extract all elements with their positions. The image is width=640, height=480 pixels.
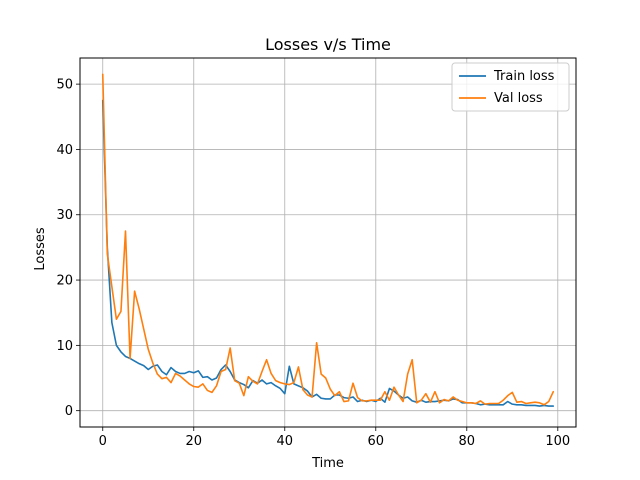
y-tick-label: 20 xyxy=(56,274,73,289)
legend-label-train-loss: Train loss xyxy=(493,69,555,84)
grid xyxy=(80,58,576,427)
y-tick-label: 40 xyxy=(56,143,73,158)
plot-frame xyxy=(79,57,577,428)
y-tick-label: 50 xyxy=(56,78,73,93)
legend: Train loss Val loss xyxy=(451,62,570,112)
y-axis-label: Losses xyxy=(33,227,48,271)
chart-title: Losses v/s Time xyxy=(265,35,391,54)
series-line-val-loss xyxy=(101,73,555,406)
x-tick-label: 100 xyxy=(545,434,570,449)
x-tick-label: 40 xyxy=(276,434,293,449)
y-tick-label: 30 xyxy=(56,208,73,223)
x-tick-label: 0 xyxy=(99,434,107,449)
x-tick-label: 60 xyxy=(368,434,385,449)
x-axis-label: Time xyxy=(311,456,344,471)
legend-label-val-loss: Val loss xyxy=(494,91,543,106)
series-group xyxy=(101,73,555,407)
ticks: 0 20 40 60 80 100 0 10 20 30 40 50 xyxy=(56,78,570,449)
y-tick-label: 10 xyxy=(56,339,73,354)
x-tick-label: 80 xyxy=(459,434,476,449)
x-tick-label: 20 xyxy=(185,434,202,449)
series-line-train-loss xyxy=(101,99,555,407)
legend-box xyxy=(451,62,570,112)
plot-area xyxy=(80,58,576,427)
y-tick-label: 0 xyxy=(65,404,73,419)
